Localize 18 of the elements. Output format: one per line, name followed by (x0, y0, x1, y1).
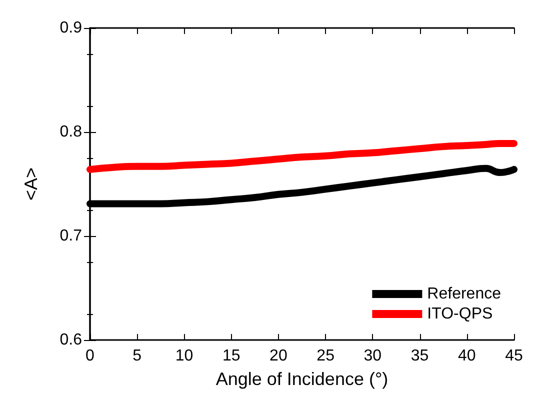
x-tick-label: 10 (175, 348, 194, 364)
x-tick-label: 30 (364, 348, 382, 364)
x-tick-label: 45 (505, 348, 523, 364)
x-tick-label: 5 (132, 348, 142, 364)
x-tick-label: 20 (270, 348, 288, 364)
x-axis-title: Angle of Incidence (°) (216, 369, 388, 389)
x-tick-label: 35 (410, 348, 429, 364)
x-tick-label: 40 (458, 348, 476, 364)
y-tick-label: 0.7 (60, 228, 82, 244)
legend-label: Reference (427, 286, 502, 302)
y-tick-label: 0.6 (60, 332, 82, 348)
y-tick-label: 0.9 (60, 20, 82, 36)
legend-label: ITO-QPS (427, 306, 493, 322)
x-tick-label: 15 (222, 348, 240, 364)
y-axis-title: <A> (21, 167, 41, 201)
x-tick-label: 25 (316, 348, 335, 364)
y-tick-label: 0.8 (60, 124, 82, 140)
x-tick-label: 0 (86, 348, 95, 364)
